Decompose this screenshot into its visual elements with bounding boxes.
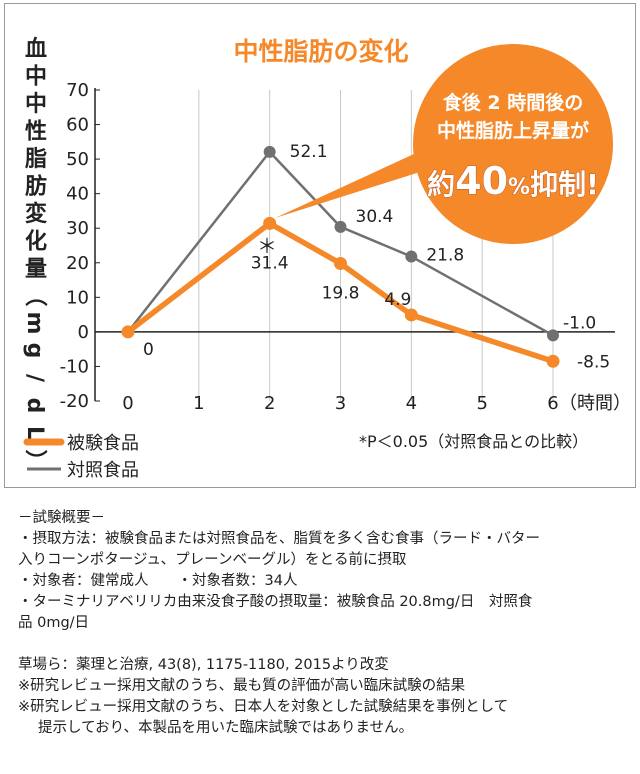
callout-emph-percent: % [508,175,530,200]
study-notes: －試験概要－ ・摂取方法：被験食品または対照食品を、脂質を多く含む食事（ラード・… [18,508,634,739]
data-label: -8.5 [577,352,610,372]
y-tick-label: 60 [66,115,89,136]
notes-intake-line-2: 品 0mg/日 [18,615,90,631]
notes-citation: 草場ら：薬理と治療, 43(8), 1175-1180, 2015より改変 [18,657,389,673]
callout-line-2: 中性脂肪上昇量が [437,119,589,142]
data-point-0 [121,325,135,339]
y-tick-labels: 70 60 50 40 30 20 10 0 -10 -20 [60,80,89,412]
y-axis-label-char: （ [22,284,47,306]
series-lines [121,145,560,368]
callout-emphasis: 約40%抑制! [427,159,599,203]
x-tick-label: 5 [476,393,487,414]
y-tick-label: 50 [66,149,89,170]
data-point-0 [404,308,418,322]
chart-frame: 中性脂肪の変化 70 60 50 40 30 20 10 0 -10 -20 0 1 2 3 4 5 6 31… [4,3,636,488]
data-labels: 31.4 19.8 4.9 -8.5 0 52.1 30.4 21.8 -1.0 [143,142,610,372]
y-axis-label-char: 肪 [25,175,47,200]
callout-circle [413,44,613,244]
axes [94,88,615,402]
y-axis-label-char: 変 [25,201,47,227]
chart-title: 中性脂肪の変化 [233,37,408,66]
data-point-1 [405,250,418,263]
data-label: -1.0 [563,313,596,333]
y-axis-label-char: 中 [25,65,47,90]
y-axis-label-char: 中 [25,92,47,117]
data-point-0 [263,216,277,230]
callout-line-1: 食後 2 時間後の [443,91,583,114]
y-axis-label-char: 量 [25,257,47,282]
notes-method-line-1: ・摂取方法：被験食品または対照食品を、脂質を多く含む食事（ラード・バター [18,531,540,547]
data-point-1 [263,145,276,158]
notes-subjects: ・対象者：健常成人 ・対象者数：34人 [18,573,298,589]
y-axis-label-char: / [22,374,47,383]
y-axis-label-char: 血 [25,36,47,62]
x-tick-label: 3 [335,393,346,414]
y-axis-label-char: 性 [25,120,47,145]
y-tick-label: 30 [66,218,89,239]
y-tick-label: 10 [66,287,89,308]
y-tick-label: -20 [60,391,89,412]
callout-shape [275,136,453,218]
legend-label-test-food: 被験食品 [67,433,139,454]
data-label: 21.8 [426,246,464,266]
data-point-1 [547,329,559,342]
data-label: 31.4 [251,253,289,273]
notes-heading: －試験概要－ [18,510,105,526]
callout-emph-number: 40 [455,159,508,203]
data-label: 4.9 [384,290,411,310]
data-label: 52.1 [290,142,328,162]
notes-method-line-2: 入りコーンポタージュ、プレーンベーグル）をとる前に摂取 [18,552,407,568]
y-axis-label-char: d [22,398,47,414]
significance-footnote: *P＜0.05（対照食品との比較） [359,432,588,451]
y-axis-label-char: 化 [25,229,47,255]
data-label: 19.8 [322,283,360,303]
y-axis-label-char: L [22,426,47,440]
data-label: 30.4 [356,207,394,227]
notes-disclaimer-1: ※研究レビュー採用文献のうち、最も質の評価が高い臨床試験の結果 [18,678,466,694]
y-axis-label-char: 脂 [25,146,47,172]
x-axis-unit: （時間） [559,393,631,414]
callout-emph-prefix: 約 [427,168,455,201]
y-tick-label: 0 [78,322,89,343]
legend-label-control-food: 対照食品 [67,460,139,481]
data-point-1 [334,220,347,233]
line-chart: 中性脂肪の変化 70 60 50 40 30 20 10 0 -10 -20 0 1 2 3 4 5 6 31… [22,36,631,481]
y-axis-label-char: m [22,312,47,335]
x-tick-label: 2 [264,393,275,414]
callout-emph-suffix: 抑制! [530,168,599,201]
legend: 被験食品 対照食品 [23,433,139,481]
callout-bubble: 食後 2 時間後の 中性脂肪上昇量が 約40%抑制! [275,44,613,244]
x-tick-label: 4 [406,393,417,414]
x-tick-labels: 0 1 2 3 4 5 6 [122,393,558,414]
y-tick-label: 70 [66,80,89,101]
notes-disclaimer-2: ※研究レビュー採用文献のうち、日本人を対象とした試験結果を事例として [18,699,509,715]
notes-spacer [18,634,634,655]
y-axis-label-char: ） [22,449,47,471]
x-tick-label: 1 [193,393,204,414]
data-point-0 [546,354,560,368]
x-tick-label: 0 [122,393,133,414]
x-tick-label: 6 [547,393,558,414]
y-tick-label: 20 [66,253,89,274]
notes-intake-line-1: ・ターミナリアベリリカ由来没食子酸の摂取量：被験食品 20.8mg/日 対照食 [18,594,533,610]
significance-mark: ＊ [257,234,277,258]
data-label: 0 [143,340,154,360]
notes-disclaimer-3: 提示しており、本製品を用いた臨床試験ではありません。 [38,720,414,736]
y-axis-label-char: g [22,343,47,359]
y-tick-label: 40 [66,184,89,205]
y-tick-label: -10 [60,356,89,377]
data-point-0 [334,256,347,270]
